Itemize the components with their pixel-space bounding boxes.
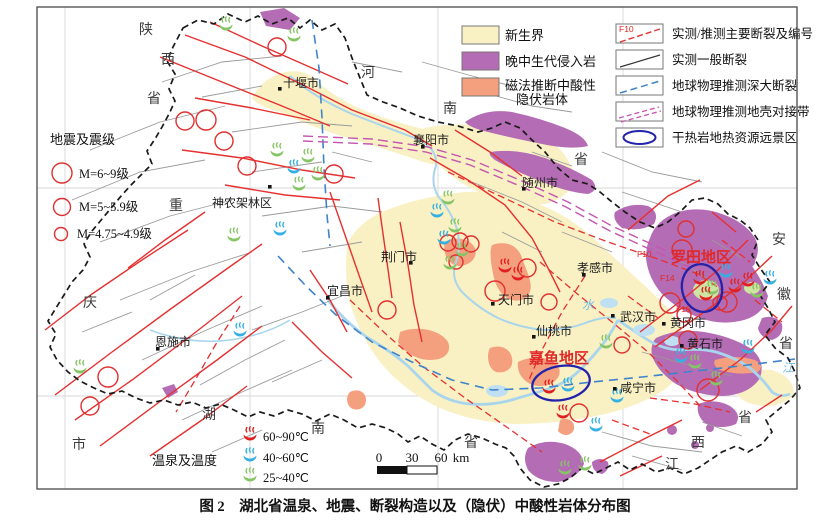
legend-box [615, 23, 664, 44]
province-char: 陕 [139, 22, 153, 38]
legend-sym-prospect [622, 130, 657, 145]
legend-label: 地球物理推测地壳对接带 [672, 104, 810, 119]
province-char: 河 [361, 65, 375, 81]
city-label: 黄冈市 [670, 315, 706, 330]
legend-box [615, 101, 664, 122]
lakes [486, 298, 680, 397]
fault-id: F14 [660, 273, 675, 283]
legend-label: 干热岩地热资源远景区 [672, 130, 797, 145]
legend-sym-major-fault [619, 28, 661, 43]
geology-cenozoic [252, 71, 794, 424]
fault-id: F10 [676, 304, 691, 314]
legend-sym-deep-fault [619, 80, 661, 94]
scale-tick: 60 [435, 450, 448, 465]
province-char: 省 [779, 336, 793, 352]
legend-label: 40~60℃ [263, 451, 309, 465]
legend-label: 实测/推测主要断裂及编号 [672, 26, 813, 41]
scale-tick: 30 [406, 450, 419, 465]
province-char: 南 [443, 101, 457, 117]
province-char: 省 [147, 91, 161, 107]
city-labels: 十堰市 襄阳市 神农架林区 随州市 荆门市 宜昌市 孝感市 天门市 仙桃市 武汉… [155, 75, 723, 395]
legend-label: 隐伏岩体 [516, 92, 568, 107]
scale-tick: 0 [376, 450, 383, 465]
province-char: 省 [574, 152, 588, 168]
faults-inferred-red [175, 171, 783, 453]
province-char: 市 [72, 436, 86, 453]
legend-title: 地震及震级 [50, 132, 115, 147]
province-labels: 陕 西 省 河 南 省 重 庆 市 湖 南 省 江 西 省 安 徽 省 [72, 22, 793, 473]
city-label: 恩施市 [155, 334, 191, 349]
swatch-cenozoic [461, 25, 500, 45]
legend-label: 地球物理推测深大断裂 [672, 78, 797, 93]
faults-deep-blue [277, 19, 796, 391]
province-char: 西 [691, 436, 705, 451]
city-label: 宜昌市 [327, 283, 363, 298]
province-char: 重 [169, 198, 183, 214]
fault-number-labels: F10 F14 F10 [637, 249, 691, 314]
scale-segment-white [406, 465, 438, 475]
legend-label: 磁法推断中酸性 [505, 78, 596, 93]
earthquake-epicenters [80, 37, 738, 423]
fault-id: F10 [637, 249, 652, 259]
legend-label: 实测一般断裂 [672, 52, 747, 67]
province-char: 省 [464, 435, 478, 451]
region-label-jiayu: 嘉鱼地区 [528, 349, 589, 367]
province-char: 省 [738, 410, 752, 426]
figure-caption: 图 2 湖北省温泉、地震、断裂构造以及（隐伏）中酸性岩体分布图 [199, 497, 630, 515]
province-char: 徽 [777, 287, 791, 303]
city-label: 仙桃市 [536, 323, 572, 338]
city-label: 十堰市 [283, 75, 319, 90]
legend-geology: 新生界 晚中生代侵入岩 磁法推断中酸性 隐伏岩体 [461, 25, 596, 107]
swatch-hidden-rock [461, 77, 500, 97]
city-label: 天门市 [498, 292, 534, 307]
river-label: 水 [582, 298, 595, 312]
geology-hidden-rock [347, 238, 761, 435]
city-label: 襄阳市 [413, 132, 449, 147]
province-boundary [47, 13, 801, 488]
legend-sym-general-fault [619, 54, 661, 68]
city-dots [156, 87, 684, 391]
province-char: 南 [311, 421, 325, 437]
legend-lines: F10 实测/推测主要断裂及编号 实测一般断裂 地球物理推测深大断裂 地球物理推… [615, 23, 813, 148]
province-char: 安 [772, 232, 786, 248]
region-label-luotian: 罗田地区 [671, 248, 731, 266]
legend-label: M=4.75~4.9级 [77, 227, 152, 241]
province-char: 西 [161, 53, 175, 68]
legend-sym-suture [618, 106, 662, 123]
city-label: 孝感市 [577, 260, 613, 275]
swatch-intrusive [461, 51, 500, 71]
legend-label: 晚中生代侵入岩 [505, 54, 596, 69]
scale-segment-black [377, 466, 407, 474]
legend-springs: 温泉及温度 60~90℃ 40~60℃ 25~40℃ [152, 426, 309, 485]
province-char: 湖 [202, 407, 216, 423]
legend-earthquake: 地震及震级 M=6~9级 M=5~5.9级 M=4.75~4.9级 [50, 132, 152, 242]
province-char: 江 [665, 457, 679, 473]
scale-unit: km [453, 450, 470, 465]
scale-bar: 0 30 60 km [376, 450, 470, 475]
city-label: 咸宁市 [620, 380, 656, 395]
rivers [149, 75, 791, 406]
river-label: 江 [782, 361, 796, 375]
legend-label: 新生界 [505, 28, 544, 43]
legend-label: 60~90℃ [263, 430, 309, 444]
city-label: 黄石市 [687, 336, 723, 351]
map-frame [36, 6, 798, 490]
city-label: 荆门市 [381, 249, 417, 264]
legend-label: 25~40℃ [263, 471, 309, 485]
city-label: 神农架林区 [212, 196, 272, 210]
hdr-prospect-zones [531, 263, 724, 402]
legend-label: M=5~5.9级 [79, 200, 139, 214]
crustal-suture-magenta [302, 135, 695, 269]
city-label: 随州市 [522, 175, 558, 190]
city-label: 武汉市 [620, 309, 656, 324]
province-char: 庆 [83, 295, 97, 311]
legend-box [615, 75, 664, 96]
legend-title: 温泉及温度 [152, 453, 217, 468]
legend-fault-tag: F10 [619, 24, 634, 34]
legend-label: M=6~9级 [79, 167, 129, 181]
